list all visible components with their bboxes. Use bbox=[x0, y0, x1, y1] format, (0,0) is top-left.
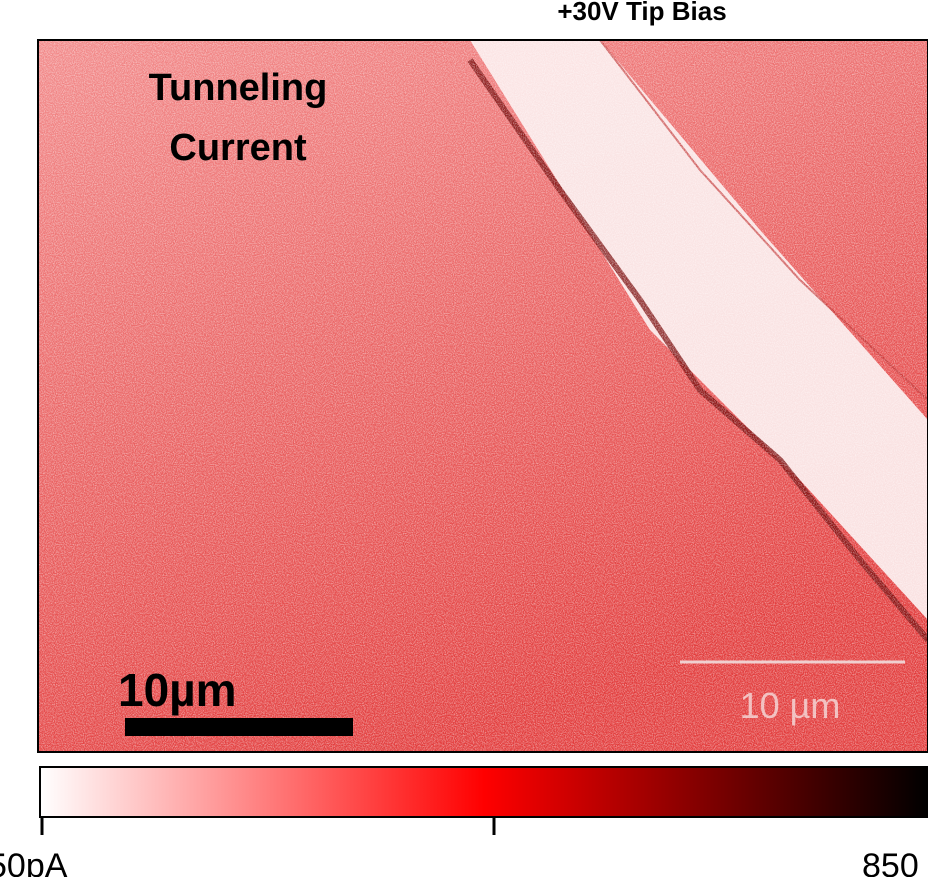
colorbar-max-label: 850 bbox=[862, 847, 919, 877]
embedded-scale-label: 10 µm bbox=[740, 685, 841, 726]
image-label-line: Tunneling bbox=[149, 67, 328, 109]
colorbar bbox=[40, 767, 928, 817]
scale-bar bbox=[125, 718, 353, 736]
colorbar-min-label: 50pA bbox=[0, 847, 68, 877]
figure: +30V Tip Bias 10 µm Tunneling Current 10… bbox=[0, 0, 928, 877]
image-label-line: Current bbox=[169, 127, 307, 169]
scale-bar-label: 10µm bbox=[118, 664, 237, 716]
title: +30V Tip Bias bbox=[557, 0, 726, 26]
